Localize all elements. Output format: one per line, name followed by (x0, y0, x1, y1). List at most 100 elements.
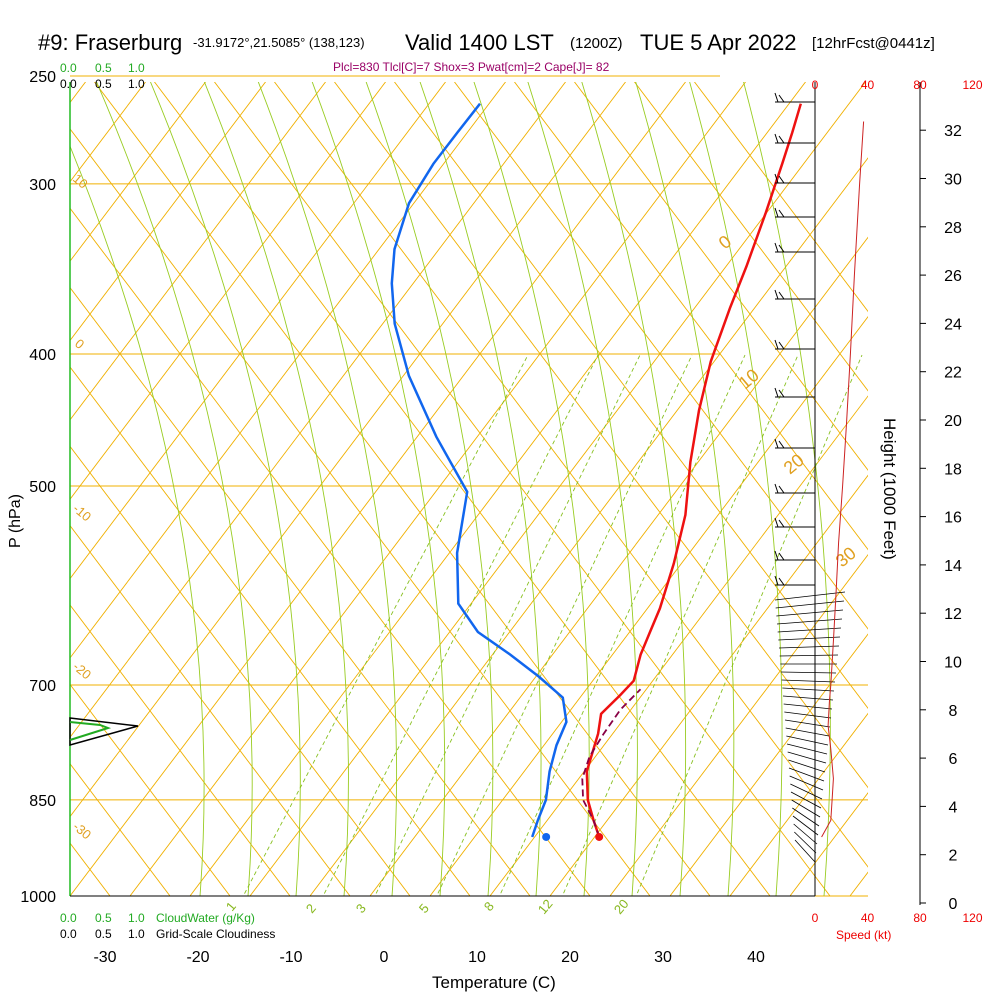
speed-tick-label: 120 (962, 911, 982, 925)
speed-tick-label: 80 (913, 78, 927, 92)
mixing-ratio-line (561, 354, 799, 896)
wind-barb (778, 94, 785, 103)
temperature-tick-label: 10 (468, 949, 486, 966)
wind-barb (776, 609, 844, 617)
surface-temperature-dot (595, 832, 604, 841)
mixing-ratio-line (322, 354, 599, 896)
wind-barb (783, 703, 833, 710)
wind-barb (774, 207, 779, 218)
isotherm-line (70, 82, 627, 818)
wind-barb (774, 387, 779, 398)
valid-time: Valid 1400 LST (405, 30, 554, 55)
wind-barb (778, 552, 785, 561)
wind-barb (774, 517, 779, 528)
wind-barb (794, 839, 816, 863)
isotherm-line (70, 82, 327, 421)
temperature-tick-label: -10 (279, 949, 302, 966)
wind-barb (776, 618, 843, 625)
moist-adiabat-line (70, 145, 205, 896)
wind-barb (774, 483, 779, 494)
dry-adiabat-line (453, 82, 868, 630)
isotherm-line (129, 82, 747, 896)
height-tick-label: 10 (944, 655, 962, 672)
wind-barb (774, 575, 779, 586)
isotherm-line (609, 554, 868, 896)
isotherm-line (489, 395, 868, 896)
mixing-ratio-line (242, 354, 529, 896)
dry-adiabat-label: 0 (72, 336, 87, 352)
wind-barb (792, 815, 819, 836)
pressure-tick-label: 300 (29, 177, 56, 194)
wind-speed-profile (821, 121, 865, 838)
wind-barb (778, 636, 841, 641)
dry-adiabat-line (70, 366, 471, 896)
dry-adiabat-label: -10 (70, 501, 94, 525)
wind-barb (782, 695, 834, 701)
wind-barb (778, 645, 840, 649)
isotherm-line (429, 315, 868, 896)
station-title: #9: Fraserburg (38, 30, 182, 55)
temperature-tick-label: 40 (747, 949, 765, 966)
isotherm-line (70, 82, 267, 342)
wind-barb (794, 831, 817, 854)
dry-adiabat-line (213, 82, 831, 896)
x-axis-label: Temperature (C) (432, 973, 556, 992)
cloud-water-profile (69, 717, 139, 746)
wind-barb (775, 600, 845, 609)
pressure-tick-label: 500 (29, 479, 56, 496)
pressure-tick-label: 250 (29, 69, 56, 86)
height-tick-label: 0 (949, 896, 958, 913)
wind-barb (778, 291, 785, 300)
wind-barb (774, 133, 779, 144)
dry-adiabat-line (70, 286, 531, 896)
speed-tick-label: 0 (812, 911, 819, 925)
temperature-line (585, 103, 802, 838)
dry-adiabat-line (70, 683, 231, 896)
dry-adiabat-label: -30 (70, 819, 94, 843)
wind-barb (782, 687, 835, 692)
isotherm-line (70, 82, 387, 500)
dry-adiabat-line (273, 82, 868, 868)
wind-barb (790, 783, 823, 800)
mixing-ratio-line (436, 354, 693, 896)
dewpoint-line (390, 102, 568, 838)
dry-adiabat-line (573, 82, 868, 471)
height-tick-label: 14 (944, 558, 962, 575)
height-tick-label: 28 (944, 220, 962, 237)
wind-barb (778, 389, 785, 398)
moist-adiabat-line (689, 82, 783, 896)
moist-adiabat-line (311, 82, 446, 896)
wind-barb (778, 577, 785, 586)
dry-adiabat-line (333, 82, 868, 789)
height-tick-label: 26 (944, 268, 962, 285)
height-tick-label: 30 (944, 172, 962, 189)
mixing-ratio-label: 8 (481, 899, 497, 914)
mixing-ratio-label: 12 (535, 896, 556, 917)
height-tick-label: 6 (949, 751, 958, 768)
cloudiness-scale-top-0: 0.0 (60, 77, 77, 91)
height-tick-label: 18 (944, 461, 962, 478)
dry-adiabat-line (70, 207, 591, 896)
isotherm-line (369, 236, 868, 896)
temperature-tick-label: -30 (93, 949, 116, 966)
isotherm-line (0, 76, 30, 896)
wind-barb (786, 735, 829, 746)
moist-adiabat-grid (70, 82, 831, 896)
wind-barb (788, 759, 826, 773)
height-tick-label: 4 (949, 799, 958, 816)
speed-tick-label: 0 (812, 78, 819, 92)
pressure-tick-labels: 250 300 400 500 700 850 1000 (20, 69, 56, 906)
dry-adiabat-line (393, 82, 868, 709)
cloud-water-scale-bottom-1: 0.5 (95, 911, 112, 925)
temperature-tick-labels: -30 -20 -10 0 10 20 30 40 (93, 949, 765, 966)
wind-barb (774, 173, 779, 184)
temperature-tick-label: 30 (654, 949, 672, 966)
valid-date: TUE 5 Apr 2022 (640, 30, 797, 55)
wind-barb (788, 767, 825, 782)
height-tick-label: 32 (944, 123, 962, 140)
moist-adiabat-line (203, 82, 349, 896)
mixing-ratio-label: 3 (353, 901, 369, 916)
moist-adiabat-line (365, 82, 494, 896)
dry-adiabat-grid (0, 76, 868, 896)
